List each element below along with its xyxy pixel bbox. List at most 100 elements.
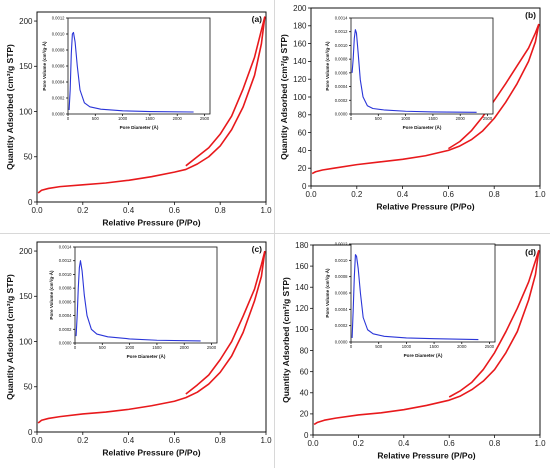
inset-y-tick-label: 0.0010 xyxy=(335,258,348,263)
main-y-tick-label: 100 xyxy=(19,337,33,346)
isotherm-chart-a: 0.0 0.2 0.4 0.6 0.8 1.0 0 50 100 150 200 Relative P… xyxy=(5,11,272,228)
main-x-axis-label: Relative Pressure (P/Po) xyxy=(377,451,475,461)
main-y-tick-label: 0 xyxy=(302,182,307,191)
inset-y-tick-label: 0.0002 xyxy=(59,327,72,332)
inset-y-tick-label: 0.0006 xyxy=(335,70,348,75)
inset-x-tick-label: 0 xyxy=(350,344,353,349)
isotherm-series-line-1 xyxy=(311,23,540,175)
main-y-tick-label: 50 xyxy=(24,153,33,162)
main-x-tick-label: 0.4 xyxy=(123,436,135,445)
inset-y-tick-label: 0.0004 xyxy=(52,79,65,84)
isotherm-chart-d: 0.0 0.2 0.4 0.6 0.8 1.0 0 20 40 60 80 100 120 140 160 1… xyxy=(281,241,546,461)
inset-x-tick-label: 0 xyxy=(67,116,70,121)
main-y-axis-label: Quantity Adsorbed (cm³/g STP) xyxy=(5,274,15,400)
inset-y-tick-label: 0.0008 xyxy=(335,57,348,62)
inset-y-tick-label: 0.0000 xyxy=(59,340,72,345)
inset-y-tick-label: 0.0010 xyxy=(335,43,348,48)
inset-y-tick-label: 0.0002 xyxy=(52,95,65,100)
main-y-axis-label: Quantity Adsorbed (cm³/g STP) xyxy=(5,44,15,170)
inset-x-tick-label: 2000 xyxy=(456,116,466,121)
inset-x-tick-label: 500 xyxy=(375,344,383,349)
main-y-tick-label: 100 xyxy=(295,325,309,334)
main-x-tick-label: 0.8 xyxy=(489,190,501,199)
main-plot-frame xyxy=(36,11,267,203)
main-y-tick-label: 80 xyxy=(300,346,309,355)
main-y-tick-label: 150 xyxy=(19,62,33,71)
main-x-tick-label: 0.4 xyxy=(123,206,135,215)
main-x-tick-label: 1.0 xyxy=(260,436,272,445)
inset-plot-frame xyxy=(350,243,496,343)
main-y-axis-label: Quantity Adsorbed (cm³/g STP) xyxy=(279,34,289,160)
inset-x-tick-label: 2500 xyxy=(200,116,210,121)
isotherm-chart-c: 0.0 0.2 0.4 0.6 0.8 1.0 0 50 100 150 200 Relative P… xyxy=(5,241,272,458)
main-y-tick-label: 180 xyxy=(293,22,307,31)
psd-series-line-1 xyxy=(351,29,477,113)
inset-x-tick-label: 1500 xyxy=(152,345,162,350)
main-x-tick-label: 0.0 xyxy=(31,206,43,215)
inset-y-tick-label: 0.0012 xyxy=(335,29,348,34)
main-x-axis-label: Relative Pressure (P/Po) xyxy=(376,202,474,212)
main-x-tick-label: 0.0 xyxy=(307,439,319,448)
inset-y-tick-label: 0.0012 xyxy=(52,15,65,20)
inset-x-tick-label: 500 xyxy=(375,116,383,121)
inset-x-tick-label: 2000 xyxy=(173,116,183,121)
panel-label: (d) xyxy=(525,247,536,257)
isotherm-chart-b: 0.0 0.2 0.4 0.6 0.8 1.0 0 20 40 60 80 100 120 140 160 1… xyxy=(279,4,546,212)
inset-y-tick-label: 0.0008 xyxy=(52,47,65,52)
main-y-tick-label: 20 xyxy=(300,410,309,419)
main-y-tick-label: 100 xyxy=(293,93,307,102)
isotherm-series-line-1 xyxy=(37,16,266,194)
main-x-tick-label: 0.6 xyxy=(444,439,456,448)
inset-x-tick-label: 2000 xyxy=(457,344,467,349)
inset-x-tick-label: 0 xyxy=(74,345,77,350)
inset-plot-frame xyxy=(74,246,218,344)
main-y-tick-label: 0 xyxy=(28,198,33,207)
inset-y-tick-label: 0.0014 xyxy=(59,244,72,249)
inset-x-tick-label: 500 xyxy=(92,116,100,121)
isotherm-series-line-2 xyxy=(448,250,540,398)
main-x-axis-label: Relative Pressure (P/Po) xyxy=(102,448,200,458)
psd-series-line-1 xyxy=(68,31,194,113)
inset-x-tick-label: 500 xyxy=(99,345,107,350)
main-x-tick-label: 0.0 xyxy=(31,436,43,445)
main-x-tick-label: 0.2 xyxy=(351,190,363,199)
inset-y-tick-label: 0.0004 xyxy=(59,313,72,318)
panel-c: 0.0 0.2 0.4 0.6 0.8 1.0 0 50 100 150 200 Relative P… xyxy=(0,234,275,468)
inset-plot-frame xyxy=(350,17,494,115)
inset-x-tick-label: 1500 xyxy=(145,116,155,121)
inset-y-tick-label: 0.0008 xyxy=(59,286,72,291)
main-x-tick-label: 1.0 xyxy=(534,439,546,448)
isotherm-series-line-1 xyxy=(37,250,266,424)
inset-x-tick-label: 2500 xyxy=(207,345,217,350)
main-y-tick-label: 150 xyxy=(19,292,33,301)
inset-y-tick-label: 0.0006 xyxy=(59,299,72,304)
inset-x-tick-label: 2500 xyxy=(483,116,493,121)
panel-d: 0.0 0.2 0.4 0.6 0.8 1.0 0 20 40 60 80 100 120 140 160 1… xyxy=(275,234,550,468)
main-y-tick-label: 120 xyxy=(295,304,309,313)
panel-b: 0.0 0.2 0.4 0.6 0.8 1.0 0 20 40 60 80 100 120 140 160 1… xyxy=(275,0,550,234)
inset-x-tick-label: 2500 xyxy=(485,344,495,349)
main-y-tick-label: 0 xyxy=(304,431,309,440)
main-y-tick-label: 120 xyxy=(293,75,307,84)
main-y-tick-label: 160 xyxy=(293,39,307,48)
main-x-tick-label: 0.8 xyxy=(215,206,227,215)
main-plot-frame xyxy=(36,241,267,433)
main-y-tick-label: 40 xyxy=(300,389,309,398)
isotherm-series-line-2 xyxy=(447,23,540,150)
inset-x-axis-label: Pore Diameter (Å) xyxy=(120,124,159,130)
inset-x-tick-label: 2000 xyxy=(180,345,190,350)
isotherm-series-line-2 xyxy=(185,16,266,167)
main-y-tick-label: 20 xyxy=(298,164,307,173)
panel-divider-vertical xyxy=(274,0,275,468)
inset-y-tick-label: 0.0006 xyxy=(52,63,65,68)
main-y-tick-label: 140 xyxy=(295,283,309,292)
main-y-axis-label: Quantity Adsorbed (cm³/g STP) xyxy=(281,277,291,403)
main-x-tick-label: 0.6 xyxy=(443,190,455,199)
main-x-tick-label: 1.0 xyxy=(260,206,272,215)
inset-y-tick-label: 0.0012 xyxy=(335,241,348,246)
inset-x-axis-label: Pore Diameter (Å) xyxy=(404,352,443,358)
inset-y-tick-label: 0.0008 xyxy=(335,274,348,279)
main-x-tick-label: 0.4 xyxy=(397,190,409,199)
inset-y-axis-label: Pore Volume (cm³/g·Å) xyxy=(324,41,330,91)
main-y-tick-label: 60 xyxy=(298,128,307,137)
